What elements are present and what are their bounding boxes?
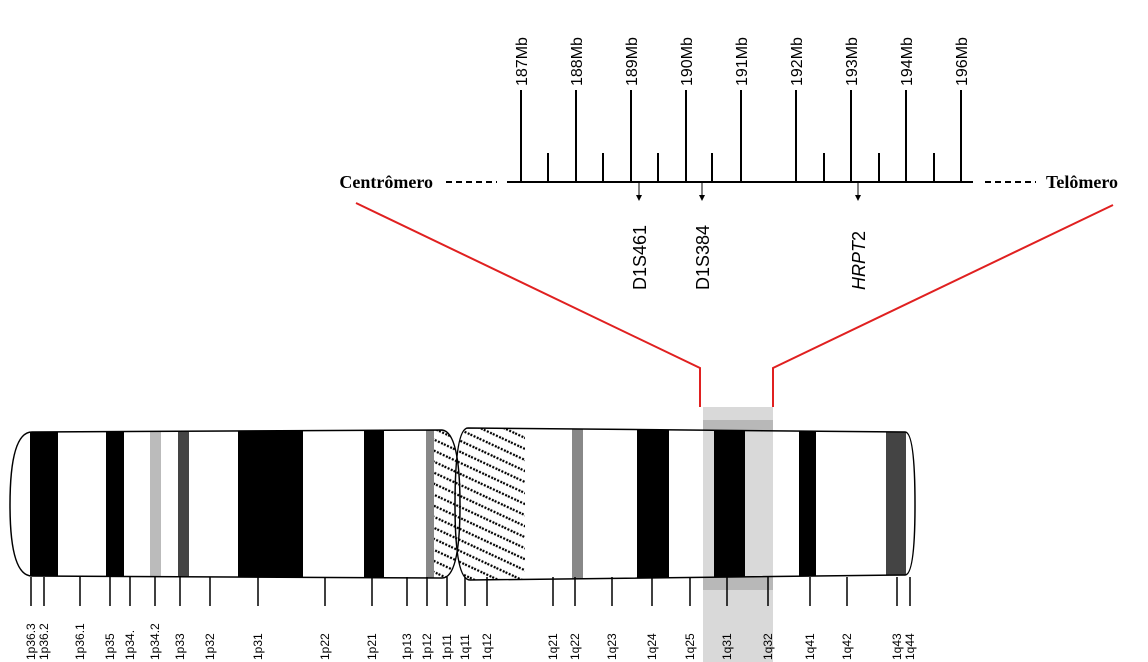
telomere-label: Telômero bbox=[1046, 172, 1118, 192]
band-label: 1p35 bbox=[103, 633, 117, 660]
marker-label: D1S461 bbox=[630, 225, 650, 290]
band-label: 1q43 bbox=[890, 633, 904, 660]
arrow-head bbox=[699, 195, 705, 201]
band bbox=[799, 420, 816, 590]
band bbox=[106, 420, 124, 590]
band-label: 1q44 bbox=[903, 633, 917, 660]
mb-label: 190Mb bbox=[679, 37, 696, 86]
mb-label: 196Mb bbox=[954, 37, 971, 86]
band-label: 1q41 bbox=[803, 633, 817, 660]
marker-label: D1S384 bbox=[693, 225, 713, 290]
band-label: 1q23 bbox=[605, 633, 619, 660]
band-label: 1q24 bbox=[645, 633, 659, 660]
band bbox=[150, 420, 161, 590]
band bbox=[364, 420, 384, 590]
zoom-line bbox=[773, 205, 1113, 407]
band-label: 1p32 bbox=[203, 633, 217, 660]
band-label: 1p33 bbox=[173, 633, 187, 660]
band-label: 1p31 bbox=[251, 633, 265, 660]
mb-label: 194Mb bbox=[899, 37, 916, 86]
mb-label: 188Mb bbox=[569, 37, 586, 86]
marker-name: HRPT bbox=[849, 239, 869, 290]
band-label: 1p13 bbox=[400, 633, 414, 660]
band-label: 1q31 bbox=[720, 633, 734, 660]
band bbox=[572, 420, 583, 590]
band-label: 1p36.3 bbox=[24, 623, 38, 660]
band bbox=[30, 420, 58, 590]
band-label: 1p34.2 bbox=[148, 623, 162, 660]
band bbox=[238, 420, 303, 590]
band bbox=[455, 420, 525, 590]
mb-label: 192Mb bbox=[789, 37, 806, 86]
band-label: 1p36.2 bbox=[37, 623, 51, 660]
arrow-head bbox=[636, 195, 642, 201]
band-label: 1q22 bbox=[568, 633, 582, 660]
marker-suffix: 2 bbox=[849, 231, 869, 241]
band bbox=[886, 420, 906, 590]
band-label: 1q12 bbox=[480, 633, 494, 660]
marker-name: D1S461 bbox=[630, 225, 650, 290]
band bbox=[178, 420, 189, 590]
band-label: 1p11 bbox=[440, 634, 454, 660]
band-label: 1q11 bbox=[458, 634, 472, 660]
marker-label: HRPT2 bbox=[849, 231, 869, 290]
band-label: 1p21 bbox=[365, 633, 379, 660]
mb-label: 189Mb bbox=[624, 37, 641, 86]
band bbox=[426, 420, 434, 590]
band bbox=[0, 420, 470, 590]
q-arm bbox=[450, 420, 920, 590]
band-label: 1p36.1 bbox=[73, 623, 87, 660]
mb-label: 191Mb bbox=[734, 37, 751, 86]
mb-label: 193Mb bbox=[844, 37, 861, 86]
band-label: 1q25 bbox=[683, 633, 697, 660]
band-label: 1p22 bbox=[318, 633, 332, 660]
band bbox=[637, 420, 669, 590]
band-label: 1q21 bbox=[546, 633, 560, 660]
p-arm bbox=[0, 420, 470, 590]
highlight-overlay bbox=[703, 420, 773, 590]
band-label: 1q32 bbox=[761, 633, 775, 660]
band-label: 1p34. bbox=[123, 630, 137, 660]
centromere-label: Centrômero bbox=[339, 172, 433, 192]
chromosome bbox=[0, 420, 920, 590]
band-label: 1q42 bbox=[840, 633, 854, 660]
band-label: 1p12 bbox=[420, 633, 434, 660]
marker-name: D1S384 bbox=[693, 225, 713, 290]
arrow-head bbox=[855, 195, 861, 201]
mb-label: 187Mb bbox=[514, 37, 531, 86]
chromosome-figure: Centrômero Telômero 187Mb 188Mb 189Mb 190Mb… bbox=[0, 0, 1148, 662]
